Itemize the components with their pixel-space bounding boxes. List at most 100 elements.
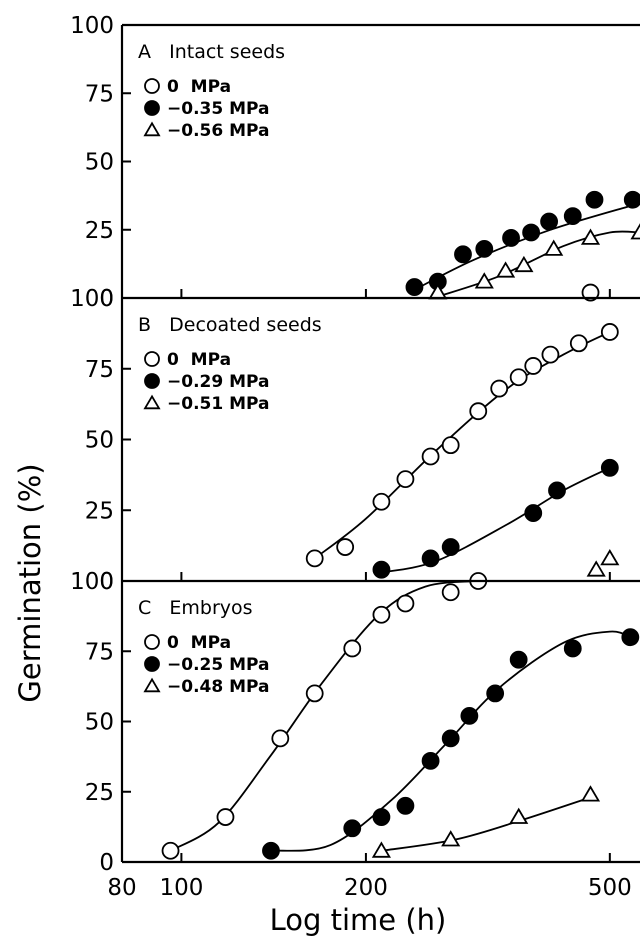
data-point (585, 190, 604, 209)
y-tick-label: 25 (85, 498, 114, 524)
data-point (421, 751, 440, 770)
data-point (371, 841, 391, 858)
fitted-curve (437, 230, 640, 298)
data-point (522, 223, 541, 242)
data-point (486, 684, 505, 703)
data-point (216, 808, 235, 826)
data-point (262, 841, 280, 860)
y-tick-label: 75 (85, 81, 114, 107)
y-tick-label: 100 (70, 569, 114, 595)
x-tick-label: 500 (588, 875, 632, 901)
y-tick-label: 0 (99, 286, 114, 312)
legend-marker (144, 373, 160, 389)
data-point (600, 549, 620, 566)
data-point (509, 807, 529, 824)
legend-entry: −0.56 MPa (167, 121, 270, 141)
y-tick-label: 50 (85, 150, 114, 176)
x-axis-label: Log time (h) (270, 903, 447, 937)
data-point (509, 368, 528, 387)
data-point (496, 261, 516, 278)
data-point (509, 650, 528, 669)
data-point (524, 357, 543, 375)
data-point (541, 345, 560, 364)
panel-title: C Embryos (138, 597, 253, 619)
data-point (580, 785, 601, 802)
x-axis: 80 100 200 500 (107, 875, 631, 901)
x-tick-label: 100 (159, 875, 203, 901)
fitted-curve (381, 796, 591, 852)
legend-marker (144, 634, 160, 650)
data-point (623, 190, 640, 209)
legend-marker (143, 121, 161, 137)
data-point (396, 594, 415, 613)
axes-frame (120, 23, 640, 864)
y-tick-label: 0 (99, 850, 114, 876)
legend-entry: −0.51 MPa (167, 394, 270, 414)
legend-marker (144, 656, 160, 672)
data-point (271, 729, 290, 748)
data-point (343, 819, 362, 838)
data-point (372, 492, 391, 511)
data-point (600, 323, 619, 341)
data-point (569, 334, 588, 353)
y-tick-label: 75 (85, 357, 114, 383)
data-point (396, 470, 415, 489)
y-axis-label: Germination (%) (13, 463, 47, 702)
data-point (581, 283, 600, 302)
data-point (441, 436, 460, 455)
data-point (563, 639, 582, 658)
x-tick-label: 200 (344, 875, 388, 901)
fitted-curve (314, 331, 611, 560)
y-tick-label: 0 (99, 569, 114, 595)
legend-entry: −0.35 MPa (167, 99, 270, 119)
data-point (460, 706, 479, 725)
data-point (544, 239, 564, 256)
data-point (421, 549, 440, 568)
data-point (580, 228, 601, 245)
panel-c: 0 25 50 75 100 C Embryos 0 MPa−0.25 MPa−0.48 M… (70, 569, 640, 876)
data-point (396, 796, 415, 815)
y-tick-label: 50 (85, 428, 114, 454)
data-point (469, 402, 488, 421)
data-point (630, 223, 640, 240)
legend-entry: −0.29 MPa (167, 372, 270, 392)
fitted-curve (381, 466, 611, 574)
legend-marker (144, 351, 160, 367)
data-point (524, 504, 543, 522)
data-point (161, 841, 180, 860)
data-point (586, 560, 606, 577)
legend-entry: −0.48 MPa (167, 677, 270, 697)
data-point (548, 481, 566, 500)
data-point (514, 255, 534, 273)
panel-b: 0 25 50 75 100 B Decoated seeds 0 MPa−0.29 MPa… (70, 286, 620, 595)
y-tick-label: 50 (85, 710, 114, 736)
data-point (441, 729, 460, 748)
data-point (441, 830, 461, 847)
panel-title: A Intact seeds (138, 41, 285, 63)
legend-marker (144, 78, 160, 94)
legend-entry: 0 MPa (167, 77, 231, 97)
y-tick-label: 75 (85, 639, 114, 665)
data-point (441, 538, 460, 556)
legend-entry: 0 MPa (167, 633, 231, 653)
data-point (475, 239, 494, 258)
panel-title: B Decoated seeds (138, 314, 322, 336)
legend-marker (143, 677, 161, 693)
data-point (474, 272, 494, 289)
data-point (372, 808, 391, 826)
fitted-curve (170, 580, 479, 852)
data-point (305, 684, 324, 703)
y-tick-label: 25 (85, 218, 114, 244)
data-point (490, 379, 509, 398)
data-point (502, 229, 520, 247)
legend-entry: 0 MPa (167, 350, 231, 370)
legend-entry: −0.25 MPa (167, 655, 270, 675)
panel-a: 0 25 50 75 100 A Intact seeds 0 MPa−0.35 MPa−0… (70, 13, 640, 312)
data-point (372, 560, 391, 579)
data-point (336, 538, 355, 556)
data-point (454, 245, 472, 264)
data-point (343, 639, 362, 658)
fitted-curve (413, 204, 634, 291)
data-point (405, 278, 424, 296)
